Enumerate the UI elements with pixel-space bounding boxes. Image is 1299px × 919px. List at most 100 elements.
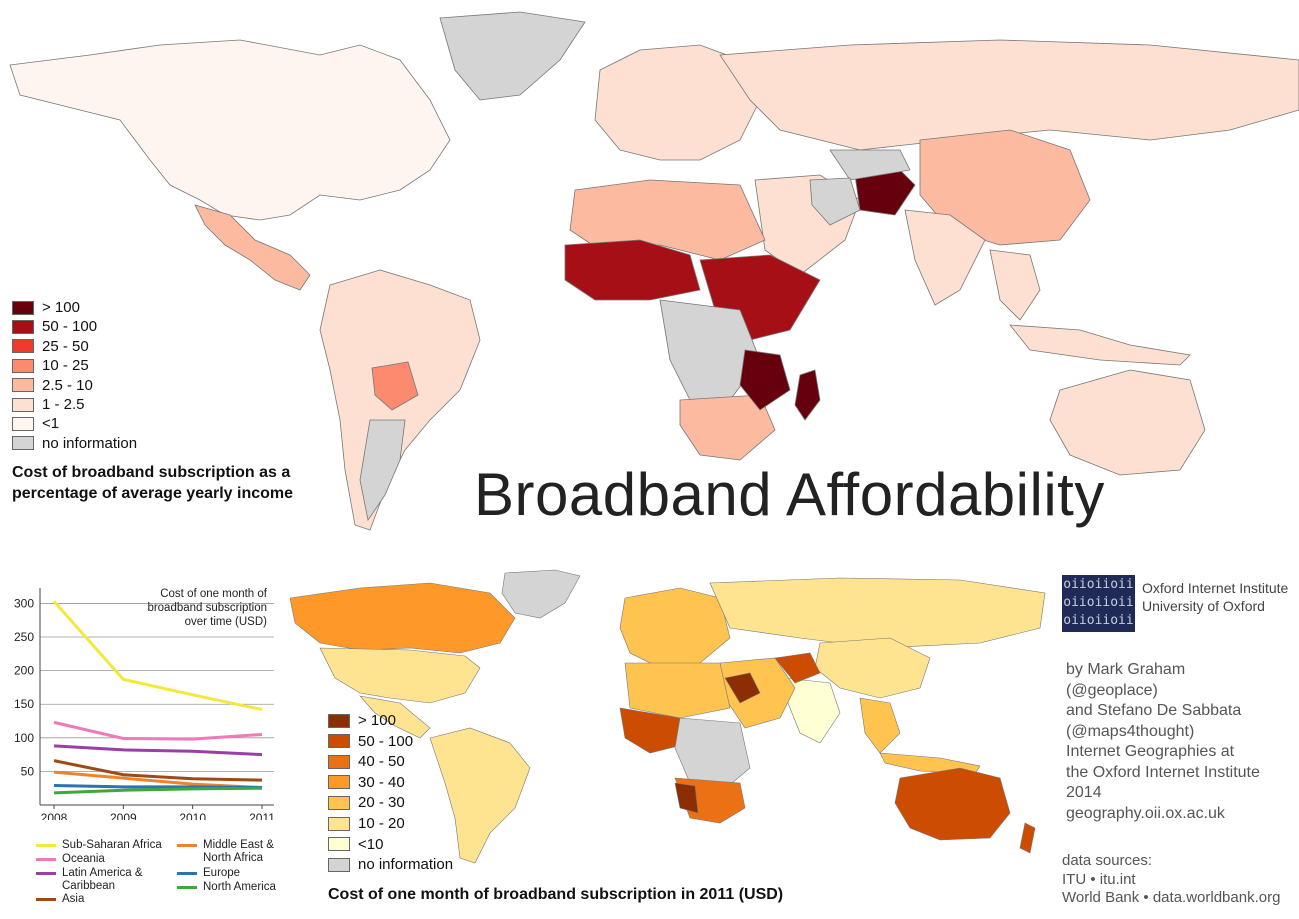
- bottom-map-caption: Cost of one month of broadband subscript…: [328, 886, 784, 903]
- credit-line: 2014: [1066, 784, 1102, 801]
- legend-label: no information: [42, 434, 138, 452]
- mozambique-region: [739, 349, 791, 411]
- y-tick-label: 200: [14, 664, 34, 678]
- top-map-caption: Cost of broadband subscription as a perc…: [12, 464, 294, 502]
- legend-swatch: [328, 775, 350, 790]
- europe-region: [619, 587, 731, 669]
- north-africa-region: [624, 662, 731, 719]
- legend-label: 25 - 50: [42, 337, 89, 355]
- x-tick-label: 2008: [41, 811, 68, 820]
- y-tick-label: 300: [14, 596, 34, 610]
- legend-swatch: [12, 358, 34, 373]
- y-tick-label: 50: [21, 764, 35, 778]
- legend-swatch: [12, 339, 34, 354]
- saudi-region: [724, 672, 761, 704]
- legend-item: > 100: [12, 299, 80, 316]
- series-line: [53, 786, 263, 795]
- legend-swatch: [12, 397, 34, 412]
- legend-label: 10 - 20: [358, 815, 405, 832]
- australia-region: [894, 767, 1011, 841]
- indonesia-region: [1009, 324, 1191, 366]
- credit-line: (@maps4thought): [1066, 722, 1195, 740]
- credit-line: (@geoplace): [1066, 681, 1158, 699]
- series-line: [53, 759, 263, 782]
- legend-label: 2.5 - 10: [42, 376, 93, 394]
- chart-legend-swatch: [177, 872, 197, 875]
- argentina-region: [359, 419, 406, 522]
- legend-swatch: [12, 416, 34, 431]
- chart-legend-label: Asia: [62, 893, 85, 905]
- namibia-region: [674, 782, 699, 814]
- chart-legend-swatch: [36, 898, 56, 901]
- west-africa-region: [564, 239, 701, 301]
- bottom-world-map: [289, 569, 1046, 864]
- chart-legend-swatch: [36, 872, 56, 875]
- west-africa-region: [619, 707, 691, 754]
- chart-legend-swatch: [177, 844, 197, 847]
- legend-item: 40 - 50: [328, 753, 405, 770]
- australia-region: [1049, 369, 1206, 476]
- x-tick-label: 2009: [110, 811, 137, 820]
- southeast-asia-region: [859, 697, 901, 754]
- credits-block: by Mark Graham (@geoplace) and Stefano D…: [1066, 660, 1260, 824]
- greenland-region: [501, 569, 581, 619]
- legend-item: <1: [12, 415, 59, 432]
- legend-item: 20 - 30: [328, 794, 405, 811]
- europe-region: [594, 44, 761, 161]
- line-chart: 50 100 150 200 250 300 2008 2009 2010 2011: [14, 588, 275, 820]
- line-chart-title: Cost of one month of broadband subscript…: [147, 588, 267, 628]
- south-america-region: [429, 727, 531, 864]
- legend-swatch: [328, 734, 350, 749]
- china-region: [919, 129, 1091, 246]
- north-america-region: [9, 39, 451, 221]
- credit-line: Internet Geographies at: [1066, 743, 1235, 760]
- x-tick-label: 2010: [179, 811, 206, 820]
- legend-label: <10: [358, 835, 384, 853]
- institute-name: Oxford Internet Institute: [1142, 580, 1289, 596]
- legend-label: 20 - 30: [358, 794, 405, 812]
- credit-line: and Stefano De Sabbata: [1066, 702, 1242, 719]
- legend-item: no information: [328, 856, 453, 873]
- legend-swatch: [328, 754, 350, 769]
- legend-item: 10 - 25: [12, 357, 89, 374]
- university-name: University of Oxford: [1142, 598, 1265, 614]
- oii-logo: oiioiioii oiioiioii oiioiioii: [1062, 575, 1135, 632]
- chart-legend-label: Latin America & Caribbean: [62, 867, 143, 892]
- credit-line: the Oxford Internet Institute: [1066, 763, 1260, 781]
- legend-item: 2.5 - 10: [12, 377, 93, 394]
- credit-line: by Mark Graham: [1066, 661, 1186, 678]
- iran-region: [809, 177, 861, 226]
- logo-text-line: oiioiioii: [1063, 595, 1134, 610]
- chart-legend-swatch: [36, 844, 56, 847]
- credit-line: geography.oii.ox.ac.uk: [1066, 804, 1225, 822]
- central-america-region: [194, 204, 311, 291]
- legend-swatch: [328, 816, 350, 831]
- bolivia-region: [371, 361, 419, 411]
- afghanistan-region: [774, 652, 821, 684]
- legend-label: no information: [358, 856, 454, 874]
- legend-item: 50 - 100: [328, 733, 413, 750]
- usa-region: [319, 647, 481, 704]
- central-america-region: [359, 695, 431, 739]
- page-title: Broadband Affordability: [474, 461, 1105, 528]
- legend-swatch: [328, 857, 350, 872]
- top-world-map: [9, 11, 1299, 531]
- legend-swatch: [12, 436, 34, 451]
- greenland-region: [439, 11, 586, 101]
- chart-legend-label: Oceania: [62, 853, 105, 865]
- legend-item: 10 - 20: [328, 815, 405, 832]
- chart-legend-item: North America: [177, 881, 333, 894]
- x-tick-label: 2011: [249, 811, 275, 820]
- russia-region: [709, 577, 1046, 649]
- source-line: ITU • itu.int: [1062, 870, 1136, 888]
- chart-legend-label: Sub-Saharan Africa: [62, 839, 162, 851]
- russia-region: [719, 39, 1299, 151]
- sources-title: data sources:: [1062, 852, 1153, 869]
- legend-item: 30 - 40: [328, 774, 405, 791]
- india-region: [784, 677, 841, 744]
- series-line: [52, 600, 263, 712]
- new-zealand-region: [1019, 822, 1036, 854]
- series-line: [53, 744, 263, 757]
- india-region: [904, 209, 986, 306]
- logo-text-line: oiioiioii: [1063, 613, 1134, 628]
